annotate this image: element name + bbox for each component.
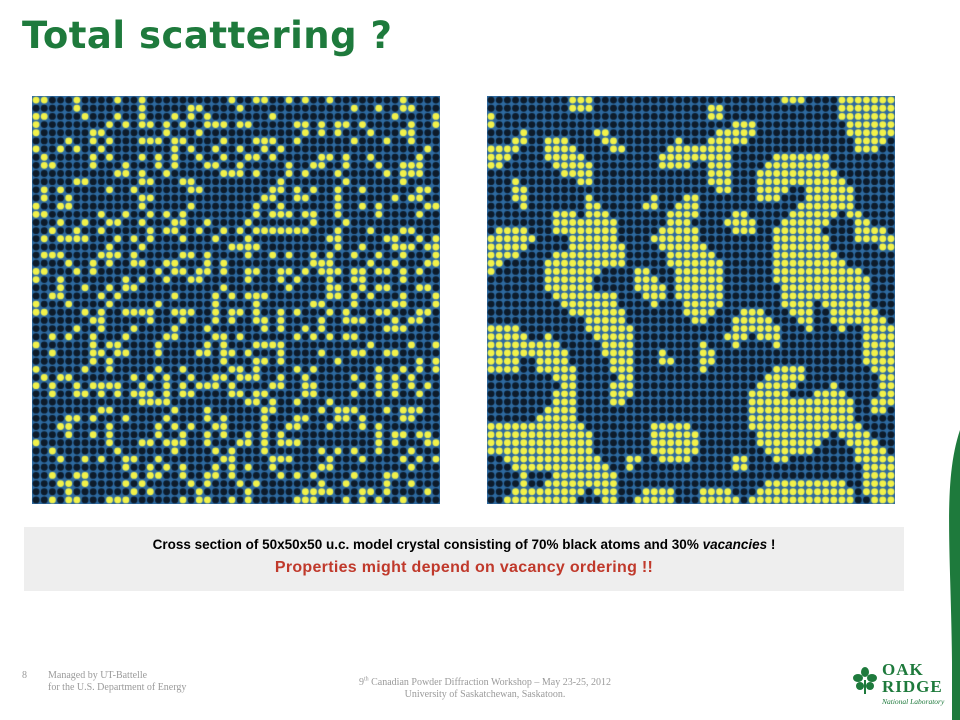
page-number: 8 [22,670,27,681]
logo-text-ridge: RIDGE [882,677,943,696]
managed-by-text: Managed by UT-Battelle for the U.S. Depa… [48,670,186,694]
workshop-ordinal: th [363,676,369,683]
caption-emphasis: Properties might depend on vacancy order… [274,559,654,576]
caption-text-start: Cross section of 50x50x50 u.c. model cry… [152,537,703,552]
university-line: University of Saskatchewan, Saskatoon. [404,689,566,700]
oak-leaf-icon [853,667,877,694]
managed-line-1: Managed by UT-Battelle [48,670,148,681]
caption-description: Cross section of 50x50x50 u.c. model cry… [24,537,904,552]
slide-title: Total scattering ? [22,14,393,57]
ornl-logo: OAK RIDGE National Laboratory [852,660,945,710]
workshop-title: Canadian Powder Diffraction Workshop – M… [368,677,612,688]
caption-box: Cross section of 50x50x50 u.c. model cry… [24,527,904,591]
random-vacancy-lattice-image [32,96,440,504]
decorative-side-bar [952,466,960,720]
caption-italic-vacancies: vacancies [702,537,768,552]
managed-line-2: for the U.S. Department of Energy [48,682,187,693]
workshop-number: 9 [358,677,364,688]
logo-text-oak: OAK [882,660,924,679]
ordered-vacancy-lattice-image [487,96,895,504]
workshop-footer: 9th Canadian Powder Diffraction Workshop… [300,677,670,701]
workshop-line: 9th Canadian Powder Diffraction Workshop… [300,677,670,689]
caption-text-end: ! [767,537,776,552]
logo-text-national-laboratory: National Laboratory [882,697,945,706]
